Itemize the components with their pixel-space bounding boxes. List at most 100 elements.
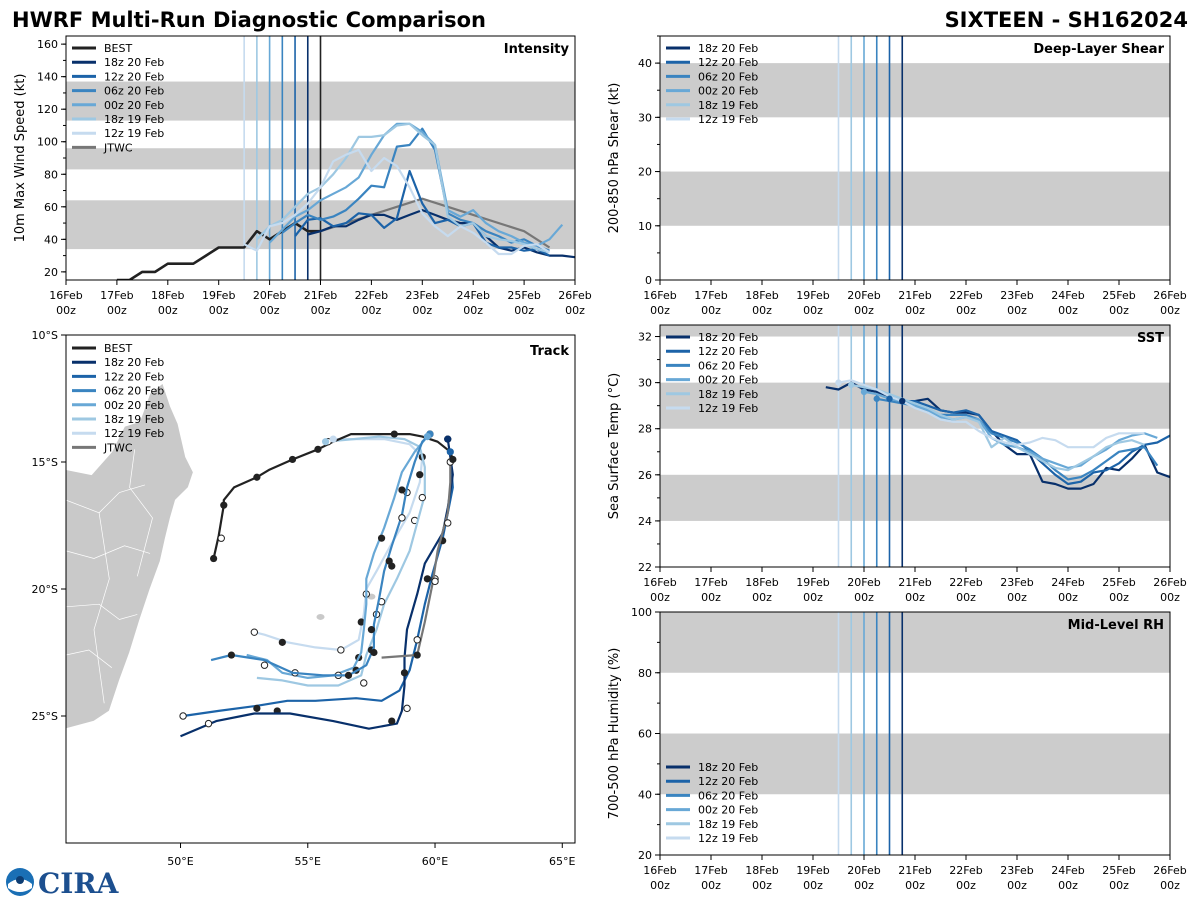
intensity-panel-xtick-hour: 00z	[260, 304, 280, 317]
sst-panel-ytick-label: 30	[638, 377, 652, 390]
rh-panel-ytick-label: 100	[631, 606, 652, 619]
shear-panel-xtick-hour: 00z	[1058, 304, 1078, 317]
intensity-panel-series-00z-20-feb	[268, 122, 564, 247]
track-line-jtwc	[381, 459, 452, 659]
sst-panel-ytick-label: 32	[638, 331, 652, 344]
sst-panel-xtick-date: 26Feb	[1153, 576, 1186, 589]
intensity-panel-xtick-hour: 00z	[56, 304, 76, 317]
rh-panel-xtick-hour: 00z	[1160, 879, 1180, 892]
track-position-marker	[400, 669, 409, 677]
intensity-panel-xtick-hour: 00z	[412, 304, 432, 317]
track-panel-ytick-label: 20°S	[32, 583, 58, 596]
shear-panel-xtick-hour: 00z	[752, 304, 772, 317]
rh-panel-xtick-date: 25Feb	[1102, 864, 1135, 877]
intensity-panel-xtick-hour: 00z	[107, 304, 127, 317]
track-panel-xtick-label: 60°E	[422, 855, 448, 868]
sst-panel-legend-entry-12z-20-feb: 12z 20 Feb	[698, 345, 758, 358]
intensity-panel-xtick-date: 20Feb	[253, 289, 286, 302]
track-panel-legend-entry-06z-20-feb: 06z 20 Feb	[104, 385, 164, 398]
intensity-panel-ylabel: 10m Max Wind Speed (kt)	[13, 74, 28, 243]
track-position-marker	[227, 651, 236, 659]
intensity-panel-ytick-label: 120	[37, 103, 58, 116]
sst-panel-init-marker-12z-20-feb	[886, 395, 893, 402]
shear-panel-xtick-date: 17Feb	[694, 289, 727, 302]
shear-panel-xtick-date: 24Feb	[1051, 289, 1084, 302]
shear-panel-xtick-date: 25Feb	[1102, 289, 1135, 302]
sst-panel-band	[660, 325, 1170, 337]
shear-panel-legend-entry-18z-20-feb: 18z 20 Feb	[698, 42, 758, 55]
track-06z-20-feb	[210, 430, 434, 679]
intensity-panel-xtick-date: 18Feb	[151, 289, 184, 302]
sst-panel-legend-entry-06z-20-feb: 06z 20 Feb	[698, 359, 758, 372]
rh-panel-xtick-date: 19Feb	[796, 864, 829, 877]
track-panel-ytick-label: 25°S	[32, 710, 58, 723]
shear-panel-xtick-hour: 00z	[701, 304, 721, 317]
rh-panel-ytick-label: 60	[638, 728, 652, 741]
track-position-marker	[314, 445, 322, 453]
shear-panel-xtick-date: 18Feb	[745, 289, 778, 302]
rh-panel-xtick-hour: 00z	[1007, 879, 1027, 892]
shear-panel-xtick-hour: 00z	[854, 304, 874, 317]
track-forecast-marker	[204, 719, 213, 728]
shear-panel-ytick-label: 10	[638, 220, 652, 233]
intensity-panel-legend-entry-12z-20-feb: 12z 20 Feb	[104, 70, 164, 83]
rh-panel-legend-entry-06z-20-feb: 06z 20 Feb	[698, 789, 758, 802]
track-00z-20-feb	[246, 435, 429, 680]
track-init-marker-00z-20-feb	[423, 433, 431, 441]
track-init-marker-12z-20-feb	[446, 448, 454, 456]
track-position-marker	[423, 575, 431, 583]
track-init-marker-12z-19-feb	[329, 435, 337, 443]
track-panel-legend-entry-12z-20-feb: 12z 20 Feb	[104, 370, 164, 383]
rh-panel-legend-entry-12z-20-feb: 12z 20 Feb	[698, 775, 758, 788]
rh-panel-band	[660, 612, 1170, 673]
intensity-panel-xtick-date: 25Feb	[507, 289, 540, 302]
track-panel-title: Track	[530, 344, 569, 359]
rh-panel-xtick-hour: 00z	[650, 879, 670, 892]
track-line-12z-19-feb	[254, 438, 424, 652]
sst-panel-xtick-hour: 00z	[752, 591, 772, 604]
island-landmass	[316, 613, 325, 620]
track-position-marker	[388, 717, 396, 725]
track-position-marker	[385, 557, 393, 565]
intensity-panel-ytick-label: 40	[44, 233, 58, 246]
sst-panel-ytick-label: 26	[638, 469, 652, 482]
track-position-marker	[416, 471, 424, 479]
intensity-panel-series-jtwc	[320, 197, 551, 249]
rh-panel-title: Mid-Level RH	[1068, 618, 1164, 633]
shear-panel-xtick-date: 19Feb	[796, 289, 829, 302]
rh-panel-ytick-label: 40	[638, 788, 652, 801]
track-forecast-marker	[260, 661, 269, 669]
region-boundary	[93, 512, 110, 704]
shear-panel-xtick-hour: 00z	[1160, 304, 1180, 317]
track-forecast-marker	[217, 534, 225, 542]
track-panel-legend-entry-00z-20-feb: 00z 20 Feb	[104, 399, 164, 412]
noaa-bird-icon	[16, 876, 24, 884]
rh-panel-band	[660, 733, 1170, 795]
track-12z-20-feb	[179, 451, 454, 720]
sst-panel-legend-entry-12z-19-feb: 12z 19 Feb	[698, 402, 758, 415]
track-panel-map-area	[66, 382, 457, 738]
track-line-06z-20-feb	[210, 433, 431, 677]
shear-panel-xtick-hour: 00z	[1109, 304, 1129, 317]
intensity-panel-xtick-date: 17Feb	[100, 289, 133, 302]
rh-panel-xtick-date: 18Feb	[745, 864, 778, 877]
rh-panel-xtick-hour: 00z	[752, 879, 772, 892]
region-boundary	[66, 649, 113, 668]
sst-panel-xtick-date: 19Feb	[796, 576, 829, 589]
rh-panel-xtick-date: 21Feb	[898, 864, 931, 877]
intensity-panel-legend-entry-12z-19-feb: 12z 19 Feb	[104, 127, 164, 140]
sst-panel-band	[660, 474, 1170, 521]
track-position-marker	[367, 626, 375, 634]
track-forecast-marker	[337, 646, 345, 654]
intensity-panel-ytick-label: 60	[44, 201, 58, 214]
noaa-wave-icon	[8, 879, 32, 892]
sst-panel-init-marker-00z-20-feb	[860, 388, 868, 396]
track-forecast-marker	[398, 514, 406, 522]
sst-panel-plot-area	[660, 325, 1170, 567]
intensity-panel-plot-area	[66, 36, 575, 280]
rh-panel-legend-entry-00z-20-feb: 00z 20 Feb	[698, 804, 758, 817]
sst-panel-legend-entry-00z-20-feb: 00z 20 Feb	[698, 374, 758, 387]
shear-panel-ylabel: 200-850 hPa Shear (kt)	[607, 83, 622, 234]
track-position-marker	[288, 455, 297, 464]
intensity-panel-legend-entry-18z-19-feb: 18z 19 Feb	[104, 113, 164, 126]
